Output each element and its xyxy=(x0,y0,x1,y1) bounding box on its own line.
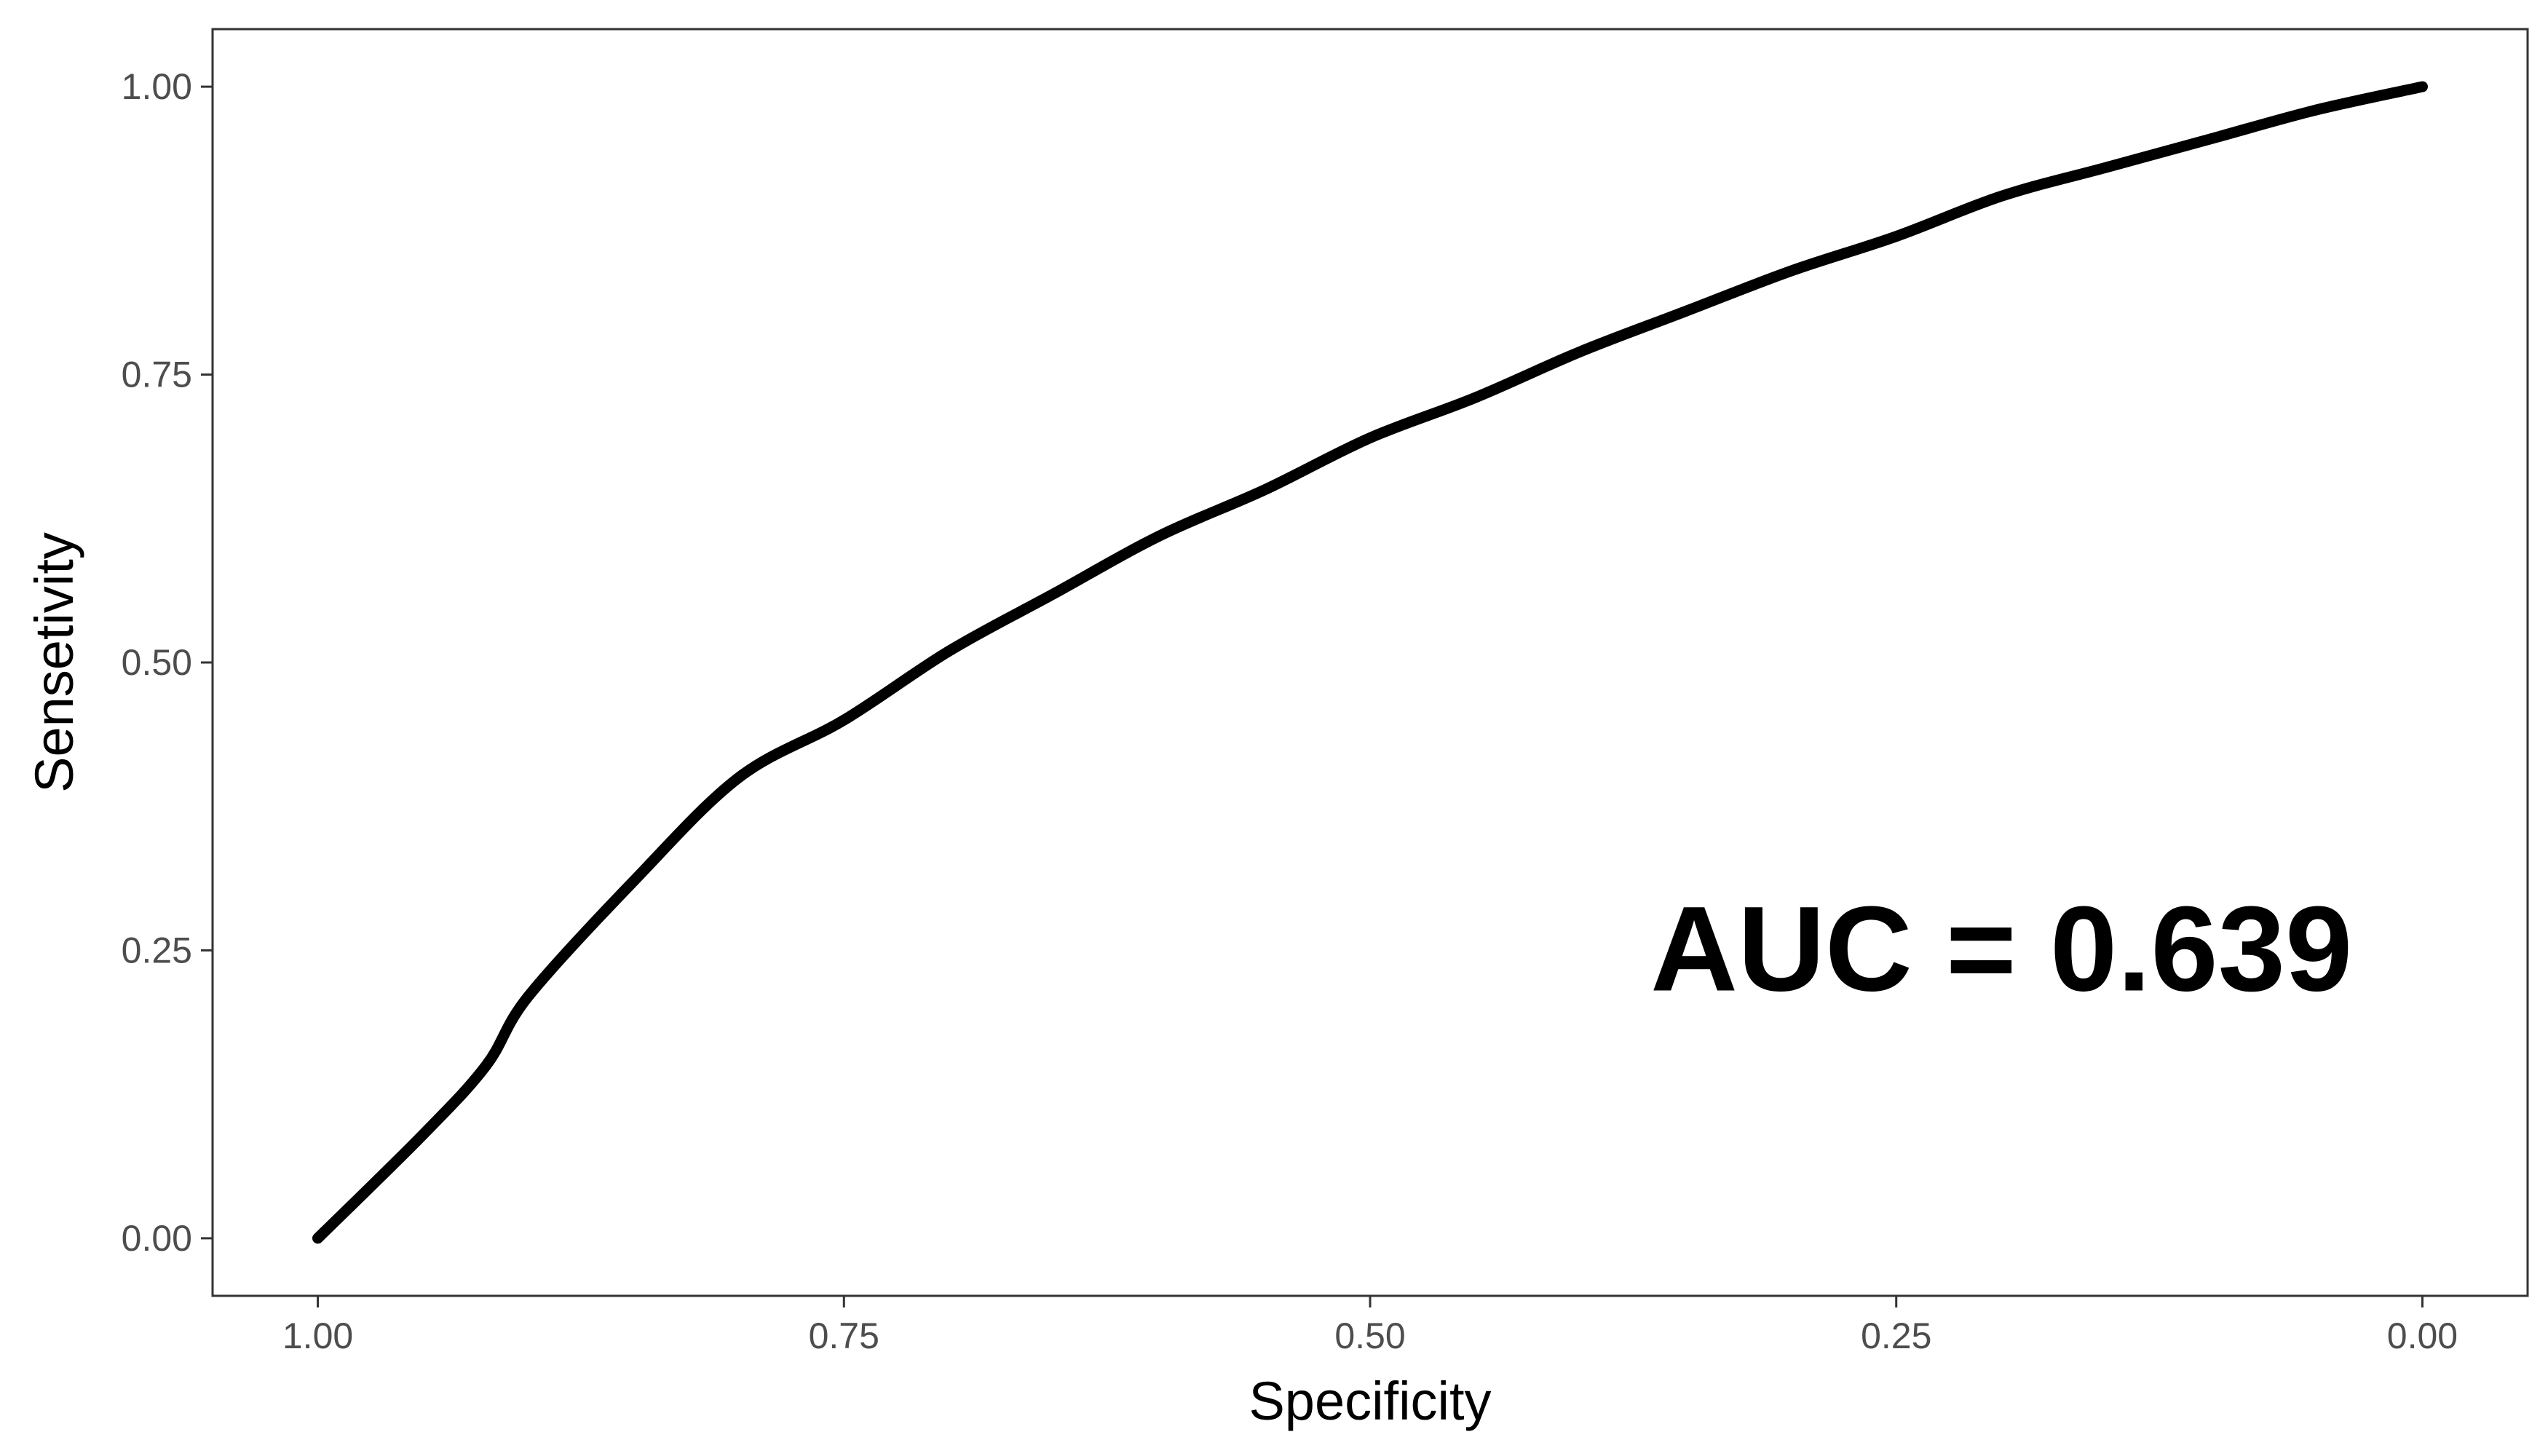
x-tick-label: 0.75 xyxy=(809,1315,879,1356)
y-tick-label: 0.25 xyxy=(122,930,192,970)
auc-annotation: AUC = 0.639 xyxy=(1650,882,2352,1016)
series-layer xyxy=(312,81,2428,1244)
x-axis-title: Specificity xyxy=(1249,1371,1491,1431)
y-tick-label: 0.75 xyxy=(122,355,192,395)
y-axis-title: Sensetivity xyxy=(24,532,84,793)
y-tick-label: 1.00 xyxy=(122,66,192,107)
x-tick-label: 0.00 xyxy=(2387,1315,2458,1356)
x-axis: 1.00 0.75 0.50 0.25 0.00 xyxy=(282,1296,2458,1356)
x-tick-label: 1.00 xyxy=(282,1315,353,1356)
x-tick-label: 0.25 xyxy=(1861,1315,1931,1356)
x-tick-label: 0.50 xyxy=(1334,1315,1405,1356)
plot-panel xyxy=(211,28,2529,1297)
y-tick-label: 0.00 xyxy=(122,1218,192,1259)
y-tick-label: 0.50 xyxy=(122,642,192,683)
y-axis: 0.00 0.25 0.50 0.75 1.00 xyxy=(122,66,213,1259)
roc-curve xyxy=(312,81,2428,1244)
